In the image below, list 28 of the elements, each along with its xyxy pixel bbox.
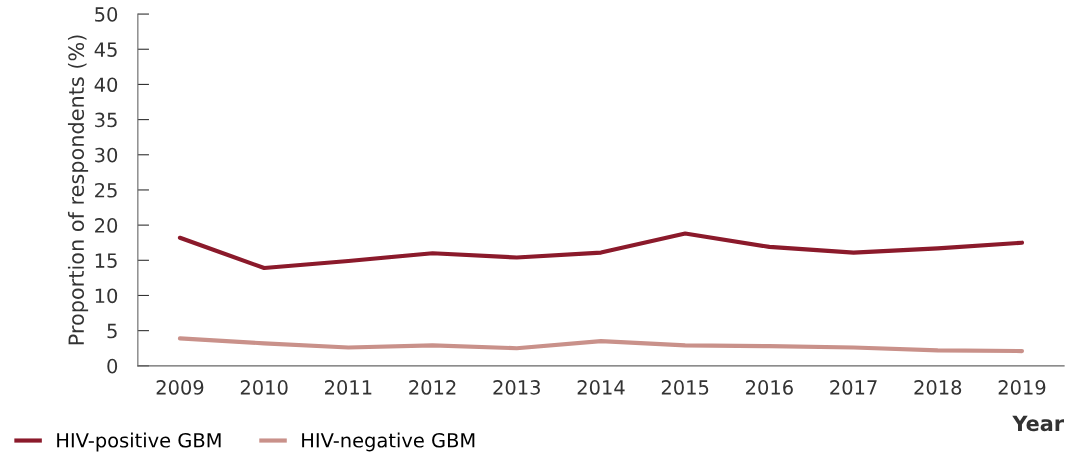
x-tick-label: 2019 xyxy=(998,380,1046,395)
x-tick-label: 2017 xyxy=(830,380,877,395)
legend-label: HIV-negative GBM xyxy=(302,432,475,452)
x-tick-label: 2011 xyxy=(325,380,372,395)
x-tick-label: 2012 xyxy=(409,380,456,395)
legend-label: HIV-positive GBM xyxy=(57,432,221,452)
y-tick-label: 0 xyxy=(107,358,118,374)
y-tick-label: 50 xyxy=(95,7,118,22)
y-tick-label: 45 xyxy=(94,42,117,57)
line-series xyxy=(177,336,1025,354)
y-tick-label: 25 xyxy=(95,182,117,198)
y-tick-label: 10 xyxy=(95,288,118,304)
y-tick-label: 35 xyxy=(95,112,117,128)
y-tick-label: 5 xyxy=(107,323,117,339)
x-tick-label: 2014 xyxy=(577,380,625,395)
y-tick-label: 40 xyxy=(94,77,118,93)
x-tick-label: 2015 xyxy=(661,380,709,395)
line-series xyxy=(177,231,1025,271)
x-tick-label: 2010 xyxy=(240,380,288,395)
x-tick-label: 2018 xyxy=(914,380,962,395)
y-tick-label: 15 xyxy=(95,253,117,268)
x-tick-label: 2016 xyxy=(746,380,793,395)
y-tick-label: 30 xyxy=(95,147,118,163)
y-axis-title: Proportion of respondents (%) xyxy=(67,35,89,345)
x-tick-label: 2009 xyxy=(156,380,204,395)
y-tick-label: 20 xyxy=(95,218,118,233)
x-tick-label: 2013 xyxy=(493,380,540,395)
x-axis-title: Year xyxy=(1012,415,1065,432)
